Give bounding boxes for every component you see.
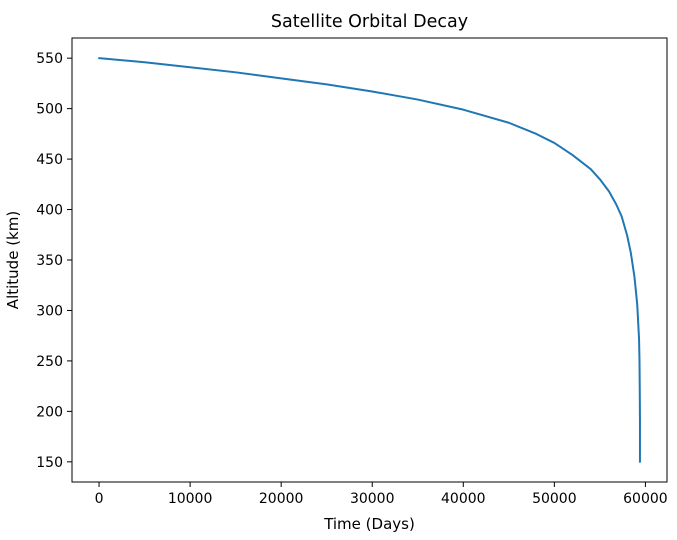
y-tick-label: 300: [36, 303, 63, 319]
x-axis-label: Time (Days): [323, 515, 415, 533]
y-tick-label: 150: [36, 455, 63, 471]
y-tick-label: 400: [36, 203, 63, 219]
y-tick-label: 550: [36, 51, 63, 67]
y-tick-label: 200: [36, 404, 63, 420]
x-tick-label: 30000: [350, 491, 395, 507]
x-tick-label: 0: [95, 491, 104, 507]
x-axis-ticks: 0 10000 20000 30000 40000 50000 60000: [95, 482, 668, 507]
y-tick-label: 500: [36, 102, 63, 118]
y-axis-label: Altitude (km): [4, 211, 22, 309]
chart-title: Satellite Orbital Decay: [271, 12, 468, 32]
x-tick-label: 60000: [623, 491, 668, 507]
series-line: [98, 57, 641, 463]
y-tick-label: 450: [36, 152, 63, 168]
x-tick-label: 50000: [532, 491, 577, 507]
y-tick-label: 250: [36, 354, 63, 370]
x-tick-label: 40000: [441, 491, 486, 507]
y-axis-ticks: 150 200 250 300 350 400 450 500 550: [36, 51, 72, 471]
x-tick-label: 20000: [259, 491, 304, 507]
x-tick-label: 10000: [168, 491, 213, 507]
y-tick-label: 350: [36, 253, 63, 269]
plot-frame: [71, 37, 668, 483]
